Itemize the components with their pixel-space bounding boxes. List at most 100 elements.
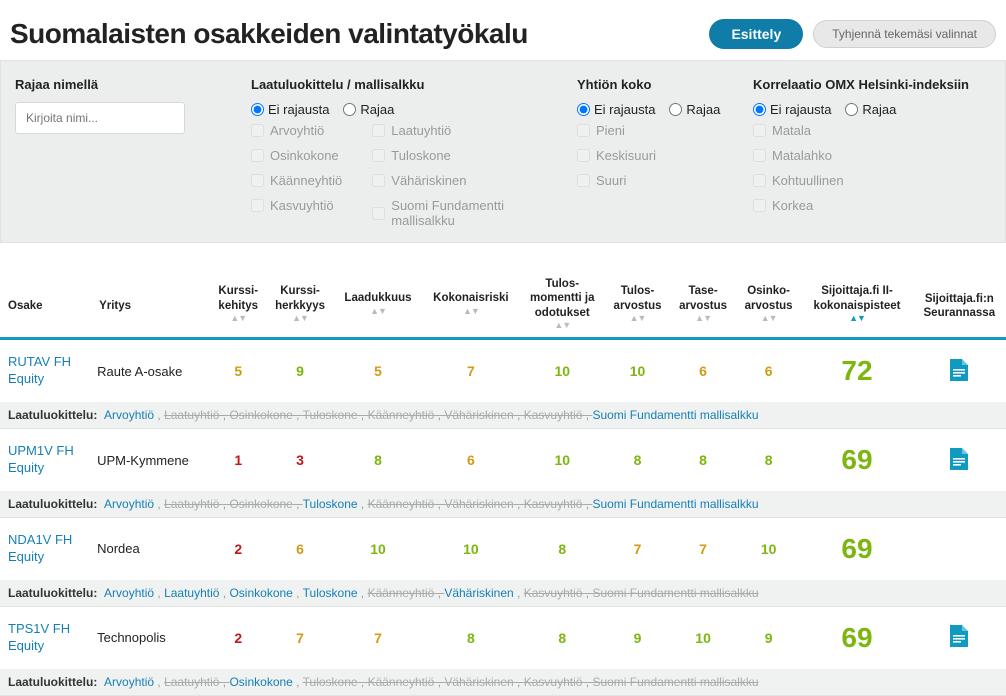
quality-tag[interactable]: Arvoyhtiö <box>104 586 164 600</box>
quality-tag[interactable]: Laatuyhtiö <box>164 586 229 600</box>
tag-row: Laatuluokittelu: ArvoyhtiöLaatuyhtiöOsin… <box>0 669 1006 696</box>
quality-tag[interactable]: Arvoyhtiö <box>104 408 164 422</box>
table-row: UPM1V FHEquityUPM-Kymmene13861088869 <box>0 429 1006 491</box>
quality-tag: Suomi Fundamentti mallisalkku <box>592 675 758 689</box>
quality-tag: Laatuyhtiö <box>164 408 229 422</box>
sort-icon: ▲▼ <box>805 313 908 328</box>
filter-quality-check[interactable]: Suomi Fundamentti mallisalkku <box>372 198 551 228</box>
name-filter-input[interactable] <box>15 102 185 134</box>
filter-size-radio-all[interactable]: Ei rajausta <box>577 102 655 117</box>
tag-row: Laatuluokittelu: ArvoyhtiöLaatuyhtiöOsin… <box>0 580 1006 607</box>
quality-tag: Tuloskone <box>303 408 368 422</box>
score-cell: 8 <box>422 606 520 668</box>
column-header[interactable]: Kokonaisriski▲▼ <box>422 267 520 339</box>
filter-quality-check[interactable]: Arvoyhtiö <box>251 123 342 138</box>
score-cell: 8 <box>670 429 736 491</box>
tag-label: Laatuluokittelu: <box>8 586 97 600</box>
filter-size-check[interactable]: Pieni <box>577 123 656 138</box>
score-cell: 7 <box>605 517 671 579</box>
filter-quality-radio-limit[interactable]: Rajaa <box>343 102 394 117</box>
score-cell: 10 <box>520 429 605 491</box>
quality-tag: Tuloskone <box>303 675 368 689</box>
quality-tag[interactable]: Tuloskone <box>303 497 368 511</box>
quality-tag: Vähäriskinen <box>444 675 523 689</box>
quality-tag[interactable]: Arvoyhtiö <box>104 497 164 511</box>
ticker-link[interactable]: UPM1V FHEquity <box>8 443 87 477</box>
score-cell: 2 <box>210 517 266 579</box>
score-cell: 8 <box>520 606 605 668</box>
quality-tag[interactable]: Arvoyhtiö <box>104 675 164 689</box>
filter-size-check[interactable]: Suuri <box>577 173 656 188</box>
filter-corr-radio-limit[interactable]: Rajaa <box>845 102 896 117</box>
filter-corr-check[interactable]: Kohtuullinen <box>753 173 844 188</box>
table-row: NDA1V FHEquityNordea2610108771069 <box>0 517 1006 579</box>
intro-button[interactable]: Esittely <box>709 19 803 49</box>
filter-quality-radio-all[interactable]: Ei rajausta <box>251 102 329 117</box>
column-header[interactable]: Yritys <box>91 267 210 339</box>
score-cell: 7 <box>334 606 422 668</box>
filter-corr-check[interactable]: Matalahko <box>753 148 844 163</box>
filter-size-check[interactable]: Keskisuuri <box>577 148 656 163</box>
column-header[interactable]: Tulos- momentti ja odotukset▲▼ <box>520 267 605 339</box>
quality-tag: Suomi Fundamentti mallisalkku <box>592 586 758 600</box>
column-header[interactable]: Sijoittaja.fi:n Seurannassa <box>913 267 1006 339</box>
column-header[interactable]: Osake <box>0 267 91 339</box>
table-row: RUTAV FHEquityRaute A-osake595710106672 <box>0 339 1006 402</box>
column-header[interactable]: Kurssi- herkkyys▲▼ <box>266 267 334 339</box>
score-cell: 10 <box>422 517 520 579</box>
clear-filters-button[interactable]: Tyhjennä tekemäsi valinnat <box>813 20 996 48</box>
quality-tag[interactable]: Osinkokone <box>229 675 302 689</box>
score-cell: 6 <box>736 339 802 402</box>
tag-label: Laatuluokittelu: <box>8 675 97 689</box>
document-icon[interactable] <box>950 448 968 470</box>
filter-quality-check[interactable]: Tuloskone <box>372 148 551 163</box>
filter-quality-check[interactable]: Kasvuyhtiö <box>251 198 342 213</box>
total-score: 72 <box>841 355 872 386</box>
column-header[interactable]: Sijoittaja.fi II- kokonaispisteet▲▼ <box>801 267 912 339</box>
sort-icon: ▲▼ <box>270 313 330 328</box>
column-header[interactable]: Laadukkuus▲▼ <box>334 267 422 339</box>
filter-size-title: Yhtiön koko <box>577 77 727 92</box>
quality-tag: Osinkokone <box>229 497 302 511</box>
company-name: Technopolis <box>91 606 210 668</box>
filter-quality-check[interactable]: Osinkokone <box>251 148 342 163</box>
quality-tag[interactable]: Suomi Fundamentti mallisalkku <box>592 408 758 422</box>
quality-tag: Osinkokone <box>229 408 302 422</box>
quality-tag[interactable]: Vähäriskinen <box>444 586 523 600</box>
filter-quality-check[interactable]: Laatuyhtiö <box>372 123 551 138</box>
quality-tag: Käänneyhtiö <box>368 675 445 689</box>
ticker-link[interactable]: RUTAV FHEquity <box>8 354 87 388</box>
column-header[interactable]: Kurssi- kehitys▲▼ <box>210 267 266 339</box>
document-icon[interactable] <box>950 359 968 381</box>
filter-size-radio-limit[interactable]: Rajaa <box>669 102 720 117</box>
quality-tag: Laatuyhtiö <box>164 497 229 511</box>
score-cell: 10 <box>736 517 802 579</box>
company-name: Nordea <box>91 517 210 579</box>
quality-tag[interactable]: Suomi Fundamentti mallisalkku <box>592 497 758 511</box>
column-header[interactable]: Tase- arvostus▲▼ <box>670 267 736 339</box>
filter-corr-check[interactable]: Matala <box>753 123 844 138</box>
filter-corr-radio-all[interactable]: Ei rajausta <box>753 102 831 117</box>
document-icon[interactable] <box>950 625 968 647</box>
quality-tag[interactable]: Tuloskone <box>303 586 368 600</box>
quality-tag[interactable]: Osinkokone <box>229 586 302 600</box>
score-cell: 9 <box>736 606 802 668</box>
filter-quality-check[interactable]: Vähäriskinen <box>372 173 551 188</box>
company-name: UPM-Kymmene <box>91 429 210 491</box>
filter-corr-check[interactable]: Korkea <box>753 198 844 213</box>
quality-tag: Käänneyhtiö <box>368 586 445 600</box>
quality-tag: Kasvuyhtiö <box>524 675 593 689</box>
score-cell: 8 <box>605 429 671 491</box>
ticker-link[interactable]: NDA1V FHEquity <box>8 532 87 566</box>
column-header[interactable]: Osinko- arvostus▲▼ <box>736 267 802 339</box>
score-cell: 10 <box>334 517 422 579</box>
sort-icon: ▲▼ <box>524 320 601 335</box>
tag-label: Laatuluokittelu: <box>8 497 97 511</box>
column-header[interactable]: Tulos- arvostus▲▼ <box>605 267 671 339</box>
ticker-link[interactable]: TPS1V FHEquity <box>8 621 87 655</box>
page-title: Suomalaisten osakkeiden valintatyökalu <box>10 18 709 50</box>
stocks-table: OsakeYritysKurssi- kehitys▲▼Kurssi- herk… <box>0 267 1006 696</box>
sort-icon: ▲▼ <box>674 313 732 328</box>
filter-corr-title: Korrelaatio OMX Helsinki-indeksiin <box>753 77 991 92</box>
filter-quality-check[interactable]: Käänneyhtiö <box>251 173 342 188</box>
